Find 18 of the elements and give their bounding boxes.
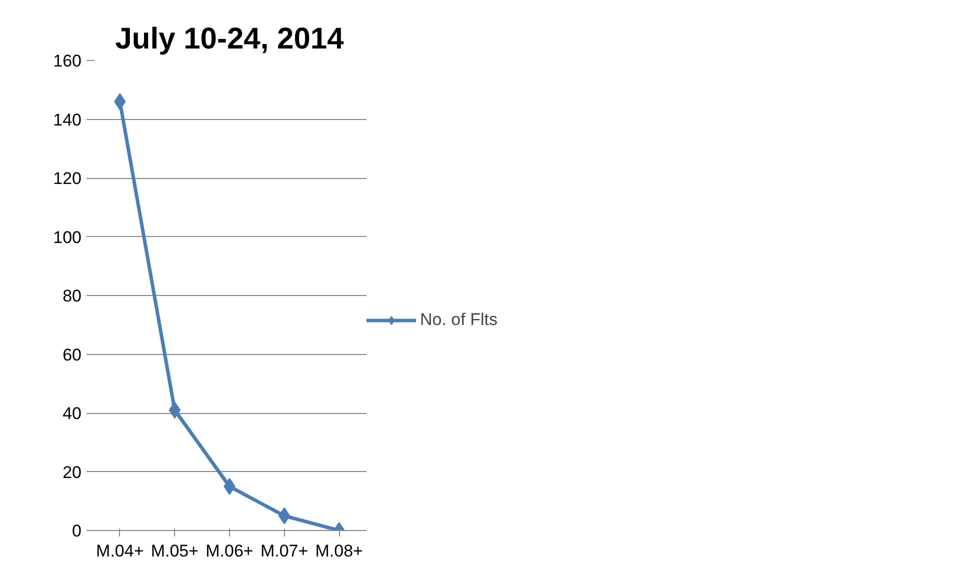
y-tick-label: 100: [53, 228, 82, 247]
y-tick-label: 120: [53, 169, 82, 188]
x-tick-label: M.08+: [315, 542, 364, 560]
y-tick-label: 40: [62, 404, 82, 423]
legend-label: No. of Flts: [420, 310, 498, 330]
x-tick-label: M.06+: [206, 542, 254, 560]
point: [278, 507, 290, 524]
y-tick-label: 20: [62, 462, 82, 482]
x-tick-label: M.07+: [260, 542, 308, 560]
y-tick-label: 140: [53, 110, 82, 130]
y-tick-label: 160: [53, 52, 82, 70]
y-tick-label: 0: [72, 522, 82, 540]
x-tick-label: M.05+: [150, 542, 199, 560]
y-tick-label: 80: [62, 286, 82, 306]
point: [168, 402, 181, 419]
y-tick-label: 60: [62, 345, 82, 364]
chart-title: July 10-24, 2014: [115, 22, 344, 56]
x-tick-label: M.04+: [96, 542, 144, 560]
